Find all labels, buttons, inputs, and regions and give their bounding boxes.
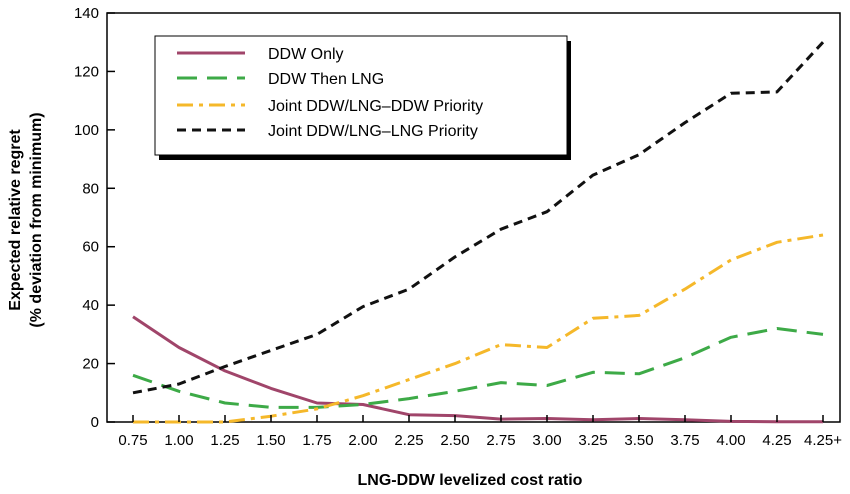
series-line-3 [133, 233, 824, 424]
y-axis-title-line1: Expected relative regret [7, 129, 24, 311]
y-tick-label: 20 [82, 356, 99, 373]
x-tick-label: 3.75 [670, 432, 699, 449]
y-tick-label: 140 [74, 5, 99, 22]
legend-label-3: Joint DDW/LNG–DDW Priority [268, 98, 483, 115]
x-tick-label: 1.25 [210, 432, 239, 449]
y-tick-label: 80 [82, 180, 99, 197]
y-tick-label: 120 [74, 63, 99, 80]
legend-label-2: DDW Then LNG [268, 71, 384, 88]
x-tick-label: 2.75 [486, 432, 515, 449]
y-tick-label: 40 [82, 297, 99, 314]
x-axis-ticks: 0.75 1.00 1.25 1.50 1.75 2.00 2.25 2.50 2.75 3.00… [118, 415, 842, 449]
series-line-4 [132, 41, 825, 395]
series-line-1 [132, 315, 823, 424]
y-axis-ticks: 0 20 40 60 80 100 120 140 [74, 5, 115, 431]
legend-label-1: DDW Only [268, 46, 344, 63]
legend-label-4: Joint DDW/LNG–LNG Priority [268, 123, 478, 140]
x-tick-label: 0.75 [118, 432, 147, 449]
x-tick-label: 4.25 [762, 432, 791, 449]
y-tick-label: 0 [91, 414, 99, 431]
x-axis-title: LNG-DDW levelized cost ratio [358, 472, 583, 489]
x-tick-label: 3.50 [624, 432, 653, 449]
x-tick-label: 1.50 [256, 432, 285, 449]
x-tick-label: 1.00 [164, 432, 193, 449]
series-layer [132, 41, 825, 424]
y-tick-label: 60 [82, 239, 99, 256]
y-axis-title-line2: (% deviation from minimum) [28, 112, 45, 327]
x-tick-label: 2.00 [348, 432, 377, 449]
legend-box [154, 35, 568, 156]
x-tick-label: 1.75 [302, 432, 331, 449]
plot-frame [106, 12, 841, 423]
x-tick-label: 4.25+ [804, 432, 842, 449]
x-tick-label: 3.00 [532, 432, 561, 449]
x-tick-label: 2.25 [394, 432, 423, 449]
x-tick-label: 2.50 [440, 432, 469, 449]
series-line-2 [132, 327, 824, 409]
legend: DDW Only DDW Then LNG Joint DDW/LNG–DDW Pr… [154, 35, 571, 160]
x-tick-label: 4.00 [716, 432, 745, 449]
y-tick-label: 100 [74, 122, 99, 139]
x-tick-label: 3.25 [578, 432, 607, 449]
plot-area [106, 12, 841, 423]
